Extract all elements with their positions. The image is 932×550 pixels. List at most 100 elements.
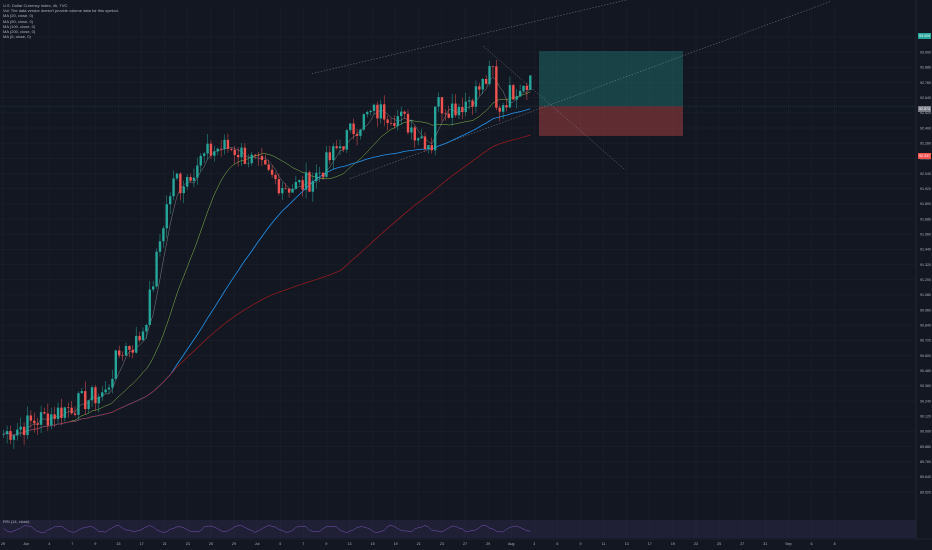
candle-body (318, 172, 321, 174)
candle-body (372, 104, 376, 111)
x-tick-label: 11 (602, 542, 606, 546)
candle-body (359, 129, 362, 136)
candle-body (308, 172, 311, 192)
ma50-line (3, 108, 531, 436)
target-zone[interactable] (539, 51, 683, 107)
candle-body (135, 335, 138, 353)
candle-body (430, 144, 433, 151)
candle-body (60, 407, 63, 418)
y-tick-label: 91.320 (920, 263, 931, 267)
candle-body (301, 180, 304, 190)
candle-body (287, 188, 291, 193)
candle-body (529, 75, 532, 90)
candle-body (416, 138, 420, 141)
candle-body (270, 169, 274, 175)
ma5-line (3, 76, 531, 436)
candle-body (94, 387, 97, 404)
ma-legend-20[interactable]: MA (20, close, 0) (3, 13, 34, 19)
candle-body (131, 349, 134, 353)
y-tick-label: 91.080 (920, 293, 931, 297)
candle-body (315, 172, 318, 182)
ma-legend-5[interactable]: MA (5, close, 0) (3, 34, 31, 40)
candle-body (165, 204, 168, 229)
candle-body (202, 153, 206, 156)
volume-note: Vol: The data vendor doesn't provide vol… (3, 8, 119, 14)
candle-body (437, 97, 440, 107)
candle-body (467, 100, 471, 102)
x-tick-label: 13 (348, 542, 352, 546)
time-axis[interactable]: 29 Jun 4 7 9 15 17 21 23 25 29 Jul 5 7 9 13 15 19 21 23 27 29… (0, 538, 932, 546)
candle-body (386, 119, 389, 124)
candle-body (223, 139, 226, 150)
candle-body (311, 181, 315, 192)
candle-body (498, 107, 501, 112)
candle-body (114, 350, 118, 379)
x-tick-label: 3 (533, 542, 535, 546)
candle-body (172, 178, 175, 197)
candle-body (349, 123, 352, 131)
x-tick-label: 4 (48, 542, 50, 546)
ma-legend-100[interactable]: MA (100, close, 0) (3, 23, 36, 29)
ma-legend-200[interactable]: MA (200, close, 0) (3, 29, 36, 35)
ma-legend-50[interactable]: MA (50, close, 0) (3, 18, 34, 24)
candle-body (236, 154, 240, 158)
candle-body (213, 151, 216, 156)
chart-grid (0, 8, 916, 538)
candle-body (56, 407, 60, 419)
candle-body (206, 143, 209, 154)
x-tick-label: 27 (740, 542, 744, 546)
candle-body (304, 172, 308, 190)
candle-body (179, 173, 182, 194)
candle-body (70, 407, 73, 414)
candle-body (512, 85, 515, 100)
candle-body (158, 241, 162, 252)
candle-body (230, 148, 233, 150)
y-tick-label: 89.520 (920, 490, 931, 494)
candle-body (257, 155, 260, 157)
y-tick-label: 90.480 (920, 369, 931, 373)
stop-zone[interactable] (539, 106, 683, 136)
candle-body (298, 180, 301, 183)
candle-body (338, 146, 342, 149)
candle-body (345, 130, 349, 150)
y-tick-label: 93.000 (920, 50, 931, 54)
candle-body (335, 146, 338, 149)
candle-body (209, 143, 213, 156)
candle-body (16, 429, 19, 436)
x-tick-label: 9 (580, 542, 582, 546)
x-tick-label: 25 (717, 542, 721, 546)
y-tick-label: 90.720 (920, 339, 931, 343)
y-tick-label: 92.640 (920, 96, 931, 100)
x-tick-label: 17 (140, 542, 144, 546)
candle-body (5, 431, 9, 435)
x-tick-label: 23 (440, 542, 444, 546)
candle-body (19, 426, 22, 430)
x-tick-label: 9 (94, 542, 96, 546)
candle-body (457, 106, 461, 116)
price-axis[interactable]: 93.12093.00092.88092.76092.64092.52092.4… (915, 0, 931, 540)
candles (2, 59, 532, 449)
y-tick-label: 89.640 (920, 475, 931, 479)
candle-body (488, 65, 491, 84)
candle-body (325, 152, 328, 177)
candle-body (97, 396, 101, 404)
y-tick-label: 91.440 (920, 248, 931, 252)
candle-body (389, 123, 393, 124)
current-price-badge: 92.573 (918, 106, 931, 112)
y-tick-label: 90.000 (920, 430, 931, 434)
rsi-legend[interactable]: RSI (14, close) (3, 519, 30, 524)
rsi-band (0, 520, 916, 538)
candle-body (501, 105, 505, 112)
candle-body (67, 407, 70, 408)
trend-channel-lines[interactable] (0, 0, 916, 179)
y-tick-label: 90.240 (920, 399, 931, 403)
candle-body (518, 90, 522, 97)
y-tick-label: 91.200 (920, 278, 931, 282)
y-tick-label: 90.120 (920, 414, 931, 418)
candle-body (495, 66, 498, 108)
candle-body (484, 78, 488, 84)
candle-body (464, 101, 467, 113)
candle-body (362, 114, 366, 130)
candle-body (145, 324, 148, 332)
